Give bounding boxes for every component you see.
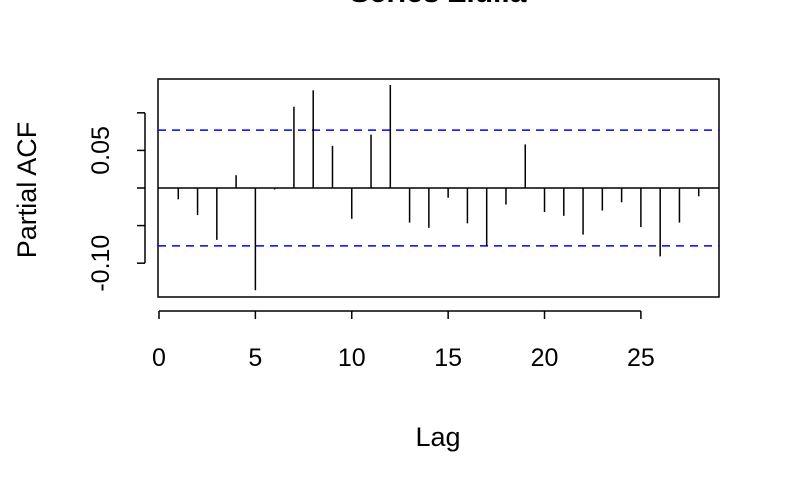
y-axis: -0.10 0.05: [87, 112, 146, 292]
y-tick-label: 0.05: [87, 126, 115, 175]
confidence-bounds: [158, 129, 719, 247]
x-axis-label: Lag: [415, 422, 460, 452]
x-tick-label: 20: [531, 344, 559, 372]
y-axis-label: Partial ACF: [12, 122, 42, 259]
x-tick-label: 25: [627, 344, 655, 372]
pacf-bars: [158, 85, 719, 291]
chart-title: Series Ziulia: [350, 0, 527, 9]
x-tick-label: 5: [248, 344, 262, 372]
x-tick-label: 0: [152, 344, 166, 372]
x-axis: 0 5 10 15 20 25: [152, 310, 655, 372]
y-tick-label: -0.10: [87, 235, 115, 292]
x-tick-label: 15: [434, 344, 462, 372]
x-tick-label: 10: [338, 344, 366, 372]
